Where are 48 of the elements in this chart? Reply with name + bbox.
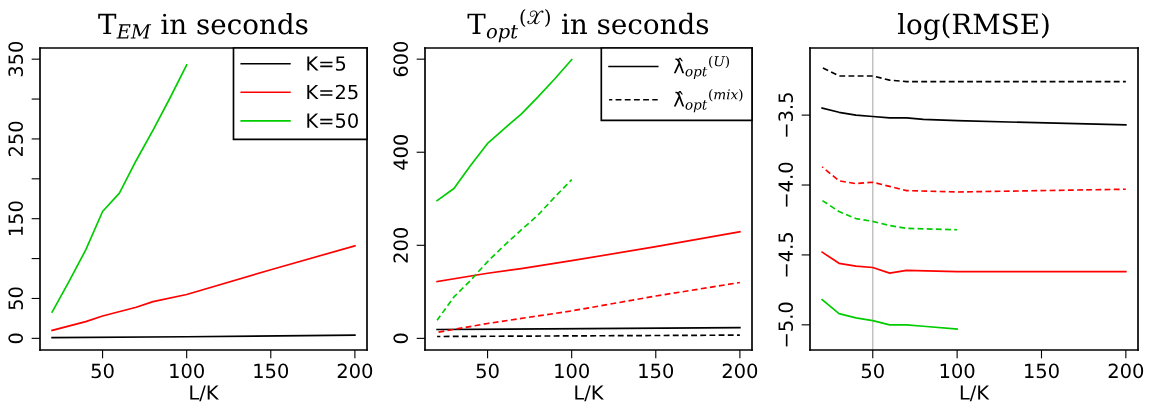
x-axis-title: L/K xyxy=(575,385,604,402)
y-tick-label: 600 xyxy=(393,41,409,77)
legend-label: K=5 xyxy=(307,56,346,71)
x-tick-label: 100 xyxy=(940,363,975,379)
y-tick-label: 250 xyxy=(8,121,24,157)
line-series xyxy=(821,199,958,231)
x-tick-label: 100 xyxy=(555,363,589,379)
line-series xyxy=(821,298,958,330)
legend-label: λ̂$_{opt}$$^{(U)}$ xyxy=(673,55,730,80)
line-series xyxy=(436,281,741,334)
x-tick-label: 150 xyxy=(639,363,674,379)
x-axis-title: L/K xyxy=(190,385,219,402)
y-tick-label: 0 xyxy=(393,333,409,344)
x-tick-label: 50 xyxy=(861,363,884,379)
line-series xyxy=(51,244,356,332)
chart-title: T$_{EM}$ in seconds xyxy=(98,13,308,39)
line-series xyxy=(821,107,1127,126)
y-tick-label: 150 xyxy=(8,201,24,236)
line-series xyxy=(821,66,1127,83)
line-series xyxy=(436,178,573,322)
y-tick-label: 0 xyxy=(8,333,24,344)
x-tick-label: 150 xyxy=(1025,363,1059,379)
x-tick-label: 200 xyxy=(337,363,373,379)
x-tick-label: 100 xyxy=(170,363,204,379)
y-tick-label: −5.0 xyxy=(778,302,794,347)
y-tick-label: 350 xyxy=(8,41,24,77)
x-axis-title: L/K xyxy=(960,385,990,402)
x-tick-label: 50 xyxy=(91,363,114,379)
chart-title: log(RMSE) xyxy=(897,13,1049,41)
line-series xyxy=(436,230,741,283)
x-tick-label: 200 xyxy=(722,363,758,379)
legend-label: λ̂$_{opt}$$^{(mix)}$ xyxy=(673,89,743,113)
y-tick-label: −4.5 xyxy=(778,233,794,277)
chart-title: T$_{opt}$$^{(𝒳)}$ in seconds xyxy=(467,9,709,43)
y-tick-label: 50 xyxy=(8,287,24,310)
line-series xyxy=(436,58,573,202)
y-tick-label: 400 xyxy=(393,134,409,170)
y-tick-label: 200 xyxy=(393,228,409,263)
x-tick-label: 50 xyxy=(476,363,499,379)
legend-label: K=50 xyxy=(307,113,358,128)
line-series xyxy=(821,166,1127,193)
y-tick-label: −3.5 xyxy=(778,93,794,137)
y-tick-label: −4.0 xyxy=(778,162,794,207)
legend-label: K=25 xyxy=(307,84,358,100)
line-series xyxy=(51,63,188,313)
line-series xyxy=(821,251,1127,274)
x-tick-label: 200 xyxy=(1108,363,1144,379)
x-tick-label: 150 xyxy=(254,363,289,379)
